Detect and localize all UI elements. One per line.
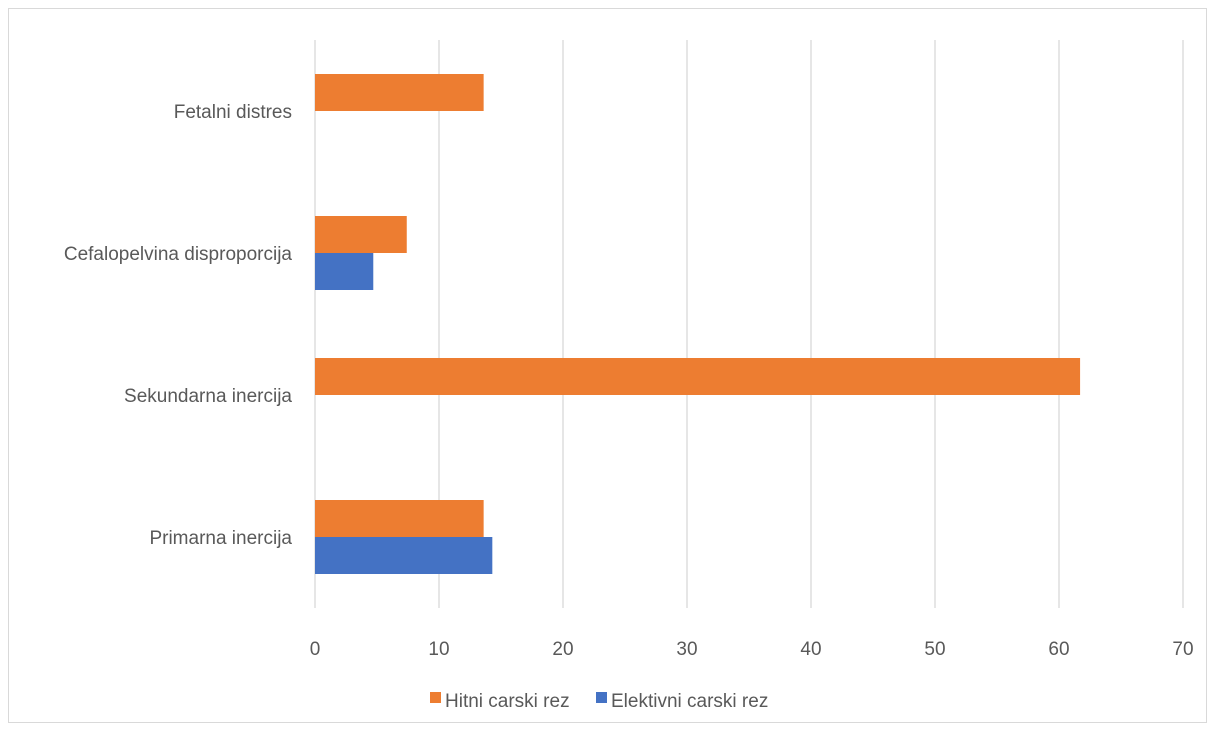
bar-hitni-3 [315,74,484,111]
bar-hitni-2 [315,216,407,253]
bar-hitni-0 [315,500,484,537]
x-tick-label: 70 [1172,639,1193,660]
bar-hitni-1 [315,358,1081,395]
legend-label: Hitni carski rez [445,691,570,712]
x-tick-label: 30 [676,639,697,660]
x-tick-label: 0 [310,639,321,660]
x-tick-label: 10 [428,639,449,660]
x-tick-label: 50 [924,639,945,660]
bar-elektivni-0 [315,537,493,574]
category-label: Cefalopelvina disproporcija [64,244,293,265]
bar-elektivni-2 [315,253,374,290]
x-tick-label: 60 [1048,639,1069,660]
legend-label: Elektivni carski rez [611,691,768,712]
legend-swatch [430,692,441,703]
x-tick-label: 20 [552,639,573,660]
category-labels: Primarna inercija Sekundarna inercija Cefa… [64,102,293,549]
legend: Hitni carski rez Elektivni carski rez [430,691,768,712]
legend-swatch [596,692,607,703]
category-label: Fetalni distres [174,102,292,123]
bars [315,74,1081,574]
x-tick-label: 40 [800,639,821,660]
category-label: Sekundarna inercija [124,386,292,407]
category-label: Primarna inercija [149,528,292,549]
x-axis-ticks: 0 10 20 30 40 50 60 70 [310,639,1194,660]
